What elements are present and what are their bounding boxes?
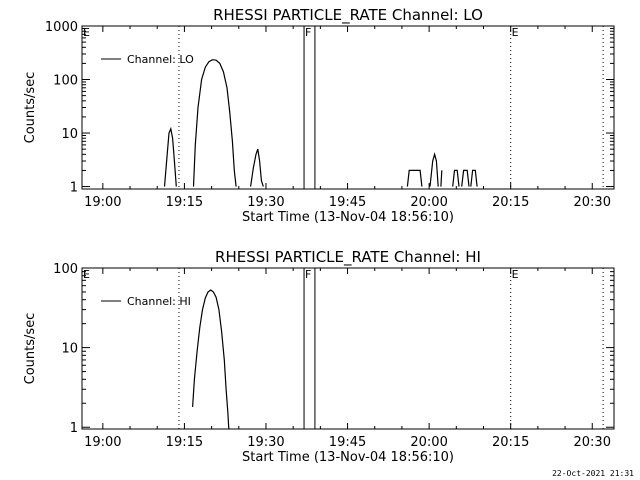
x-tick-label: 20:00 bbox=[410, 435, 447, 450]
chart-panel-2: RHESSI PARTICLE_RATE Channel: HI 19:00 19:… bbox=[23, 248, 615, 465]
x-tick-label: 20:30 bbox=[574, 435, 611, 450]
series-line-segment bbox=[461, 169, 470, 187]
x-tick-label: 19:45 bbox=[329, 195, 366, 210]
legend-entry: Channel: HI bbox=[127, 295, 191, 308]
y-tick-label: 100 bbox=[53, 262, 78, 277]
x-tick-label: 19:15 bbox=[166, 435, 203, 450]
series-line-segment bbox=[406, 169, 423, 187]
x-tick-label: 20:15 bbox=[492, 435, 529, 450]
series-line-segment bbox=[452, 169, 460, 187]
plot-frame bbox=[81, 25, 615, 190]
x-tick-label: 20:00 bbox=[410, 195, 447, 210]
event-marker-label: E bbox=[512, 26, 519, 39]
y-tick-label: 100 bbox=[53, 74, 78, 89]
x-axis-label: Start Time (13-Nov-04 18:56:10) bbox=[242, 450, 454, 465]
event-corner-label: E bbox=[83, 268, 90, 281]
chart-title: RHESSI PARTICLE_RATE Channel: LO bbox=[213, 6, 483, 25]
chart-title: RHESSI PARTICLE_RATE Channel: HI bbox=[215, 248, 481, 267]
event-marker-label: E bbox=[512, 268, 519, 281]
series-line-segment bbox=[250, 148, 264, 187]
x-axis-label: Start Time (13-Nov-04 18:56:10) bbox=[242, 210, 454, 225]
event-marker-label: F bbox=[305, 268, 311, 281]
x-tick-label: 19:15 bbox=[166, 195, 203, 210]
event-corner-label: E bbox=[83, 26, 90, 39]
chart-panel-1: RHESSI PARTICLE_RATE Channel: LO 19:00 19:… bbox=[23, 6, 615, 225]
y-tick-label: 10 bbox=[61, 127, 78, 142]
x-tick-label: 20:30 bbox=[574, 195, 611, 210]
series-line-segment bbox=[470, 169, 478, 187]
x-tick-label: 19:45 bbox=[329, 435, 366, 450]
y-axis-label: Counts/sec bbox=[23, 313, 38, 385]
x-tick-label: 19:00 bbox=[84, 435, 121, 450]
legend-entry: Channel: LO bbox=[127, 53, 194, 66]
series-line-segment bbox=[429, 152, 439, 187]
y-tick-label: 1 bbox=[70, 421, 78, 436]
series-line-segment bbox=[192, 59, 237, 187]
y-tick-label: 1 bbox=[70, 181, 78, 196]
series-line-segment bbox=[192, 289, 230, 430]
y-tick-label: 10 bbox=[61, 342, 78, 357]
y-tick-label: 1000 bbox=[45, 20, 78, 35]
event-marker-label: F bbox=[305, 26, 311, 39]
x-tick-label: 20:15 bbox=[492, 195, 529, 210]
series-line-segment bbox=[163, 126, 177, 187]
generation-timestamp: 22-Oct-2021 21:31 bbox=[552, 469, 634, 478]
x-tick-label: 19:30 bbox=[247, 435, 284, 450]
y-axis-label: Counts/sec bbox=[23, 72, 38, 144]
series-line-segment bbox=[440, 170, 443, 187]
plot-frame bbox=[81, 267, 615, 430]
x-tick-label: 19:30 bbox=[247, 195, 284, 210]
x-tick-label: 19:00 bbox=[84, 195, 121, 210]
